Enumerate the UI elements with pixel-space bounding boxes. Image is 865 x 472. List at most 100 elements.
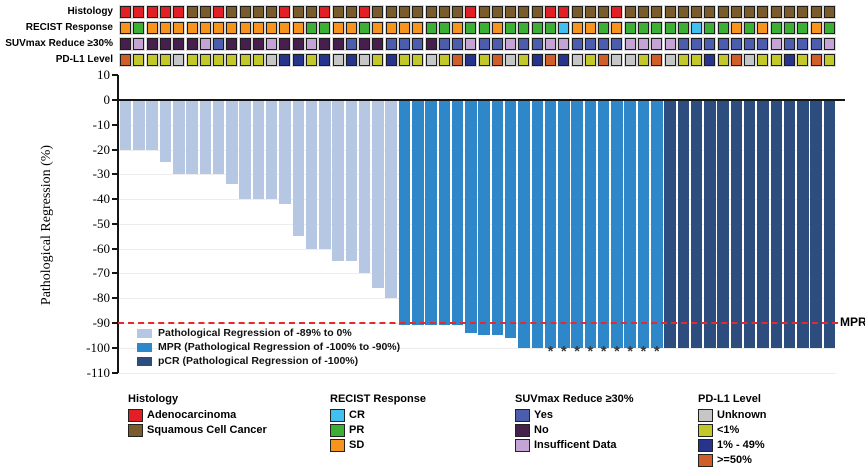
bar-mpr	[531, 101, 543, 348]
y-axis-line	[117, 75, 119, 373]
track-cell-pdl1	[345, 54, 357, 66]
bar-mpr	[558, 101, 570, 348]
track-cell-suvmax	[159, 38, 171, 50]
legend-swatch	[330, 439, 345, 452]
track-cell-histology	[757, 6, 769, 18]
legend-label: Insufficent Data	[534, 438, 617, 451]
bar-mpr	[425, 101, 437, 326]
bar-pcr	[810, 101, 822, 348]
track-cell-histology	[651, 6, 663, 18]
gridline	[119, 248, 836, 250]
bar-light	[292, 101, 304, 237]
gridline	[119, 372, 836, 374]
track-cell-histology	[412, 6, 424, 18]
bar-light	[319, 101, 331, 249]
track-cell-pdl1	[823, 54, 835, 66]
track-cell-pdl1	[319, 54, 331, 66]
track-cell-recist	[345, 22, 357, 34]
track-cell-recist	[372, 22, 384, 34]
track-cell-pdl1	[810, 54, 822, 66]
track-cell-histology	[425, 6, 437, 18]
track-cell-histology	[226, 6, 238, 18]
bar-pcr	[704, 101, 716, 348]
bar-mpr	[438, 101, 451, 326]
bar-light	[133, 101, 145, 150]
bar-legend-label-mpr: MPR (Pathological Regression of -100% to…	[158, 340, 401, 353]
track-cell-histology	[332, 6, 344, 18]
track-cell-recist	[452, 22, 464, 34]
track-cell-recist	[412, 22, 424, 34]
y-axis-tick	[112, 371, 118, 374]
y-tick-label: -60	[92, 240, 110, 256]
track-cell-pdl1	[239, 54, 251, 66]
track-cell-suvmax	[319, 38, 331, 50]
track-cell-recist	[797, 22, 809, 34]
track-cell-histology	[213, 6, 225, 18]
track-cell-pdl1	[677, 54, 689, 66]
track-label-recist: RECIST Response	[25, 22, 113, 33]
legend-swatch	[330, 409, 345, 422]
track-cell-histology	[465, 6, 477, 18]
track-cell-suvmax	[571, 38, 583, 50]
gridline	[119, 124, 836, 126]
track-cell-histology	[345, 6, 357, 18]
mpr-line-label: MPR	[840, 314, 865, 329]
bar-mpr	[571, 101, 583, 348]
track-cell-suvmax	[491, 38, 503, 50]
track-cell-suvmax	[558, 38, 570, 50]
legend-label: Unknown	[717, 408, 767, 421]
bar-light	[173, 101, 185, 175]
track-cell-pdl1	[266, 54, 278, 66]
track-cell-recist	[159, 22, 171, 34]
track-cell-suvmax	[624, 38, 636, 50]
track-cell-pdl1	[491, 54, 503, 66]
track-cell-recist	[730, 22, 742, 34]
track-cell-histology	[133, 6, 145, 18]
gridline	[119, 347, 836, 349]
legend-swatch	[128, 424, 143, 437]
track-cell-pdl1	[505, 54, 517, 66]
legend-label: Yes	[534, 408, 553, 421]
bar-pcr	[757, 101, 769, 348]
bar-mpr	[412, 101, 424, 326]
track-cell-suvmax	[505, 38, 517, 50]
bar-mpr	[624, 101, 636, 348]
track-cell-histology	[398, 6, 410, 18]
track-label-suvmax: SUVmax Reduce ≥30%	[5, 38, 113, 49]
legend-label: Adenocarcinoma	[147, 408, 237, 421]
track-cell-histology	[784, 6, 796, 18]
track-cell-recist	[744, 22, 756, 34]
track-cell-pdl1	[770, 54, 782, 66]
y-tick-label: 10	[97, 67, 110, 83]
track-cell-pdl1	[784, 54, 796, 66]
track-cell-recist	[120, 22, 132, 34]
bar-pcr	[783, 101, 796, 348]
zero-baseline	[117, 99, 845, 101]
track-cell-pdl1	[717, 54, 729, 66]
bar-mpr	[637, 101, 650, 348]
track-cell-suvmax	[239, 38, 251, 50]
track-cell-suvmax	[266, 38, 278, 50]
track-cell-suvmax	[292, 38, 304, 50]
track-cell-recist	[584, 22, 596, 34]
asterisk-marker: *	[613, 343, 620, 360]
track-cell-histology	[704, 6, 716, 18]
track-cell-recist	[306, 22, 318, 34]
track-cell-suvmax	[279, 38, 291, 50]
bar-light	[265, 101, 278, 200]
gridline	[119, 199, 836, 201]
track-cell-histology	[598, 6, 610, 18]
track-cell-recist	[398, 22, 410, 34]
track-cell-pdl1	[146, 54, 158, 66]
track-cell-histology	[266, 6, 278, 18]
asterisk-marker: *	[600, 343, 607, 360]
track-cell-recist	[770, 22, 782, 34]
track-cell-recist	[252, 22, 264, 34]
track-cell-histology	[505, 6, 517, 18]
track-cell-pdl1	[478, 54, 490, 66]
track-cell-histology	[306, 6, 318, 18]
bar-pcr	[717, 101, 729, 348]
track-cell-recist	[266, 22, 278, 34]
track-cell-suvmax	[730, 38, 742, 50]
track-cell-recist	[810, 22, 822, 34]
